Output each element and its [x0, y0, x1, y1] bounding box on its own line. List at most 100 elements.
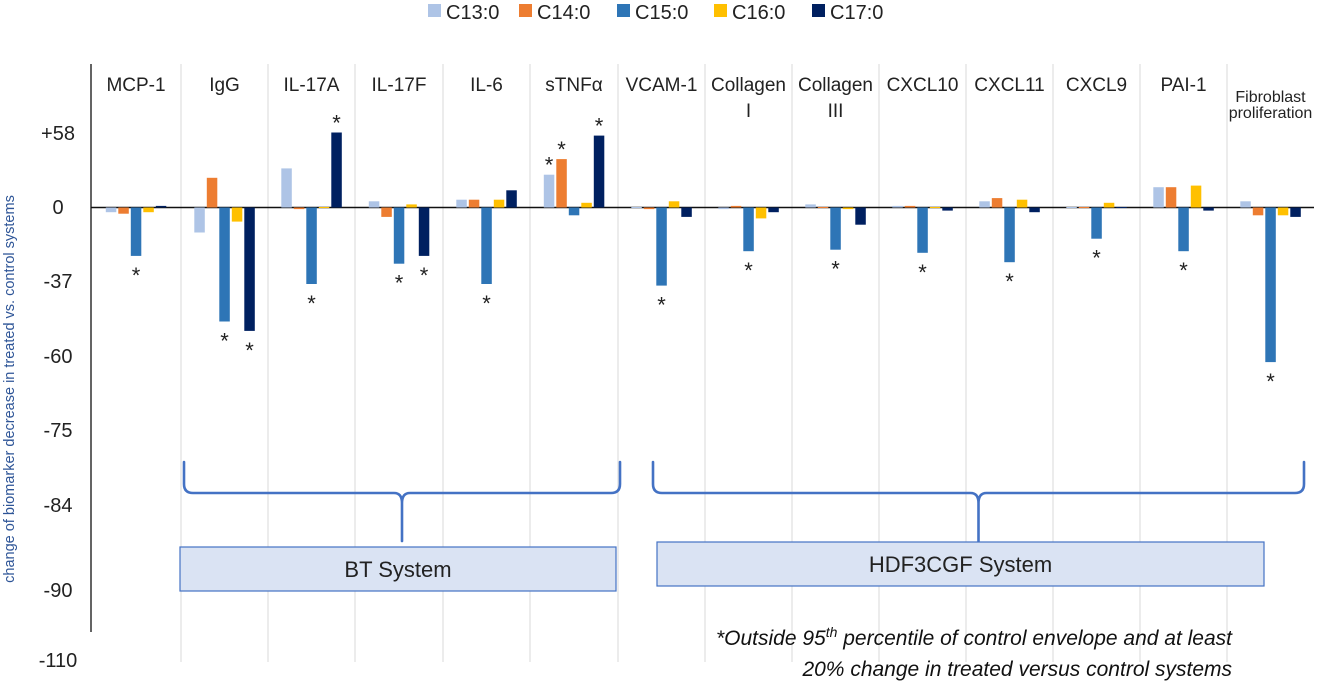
significance-asterisk: * [332, 111, 341, 136]
category-label-cxcl9: CXCL9 [1066, 75, 1127, 96]
bar-collagen-i-c14-0 [730, 205, 742, 208]
bar-mcp-1-c15-0 [130, 207, 142, 256]
significance-asterisk: * [220, 329, 229, 354]
footnote-line-1: *Outside 95th percentile of control enve… [716, 624, 1233, 650]
bar-pai-1-c15-0 [1178, 207, 1189, 252]
bar-collagen-i-c13-0 [718, 207, 729, 210]
bar-vcam-1-c17-0 [681, 207, 692, 217]
significance-asterisk: * [657, 293, 666, 318]
bar-cxcl10-c14-0 [904, 205, 916, 208]
bar-collagen-i-c16-0 [755, 207, 767, 219]
category-label-cxcl11: CXCL11 [974, 75, 1044, 96]
category-label-fibroblast-proliferation: proliferation [1229, 105, 1313, 122]
category-label-pai-1: PAI-1 [1160, 75, 1206, 96]
y-tick-label: -37 [44, 271, 73, 293]
category-label-cxcl10: CXCL10 [887, 75, 959, 96]
footnote-line-2: 20% change in treated versus control sys… [801, 658, 1232, 681]
bar-il-17f-c13-0 [368, 201, 380, 208]
bar-igg-c17-0 [244, 207, 255, 331]
category-label-collagen-i: Collagen [711, 75, 786, 96]
bar-cxcl10-c15-0 [917, 207, 928, 253]
legend-label-c13-0: C13:0 [446, 2, 499, 24]
bar-pai-1-c17-0 [1203, 207, 1214, 211]
significance-asterisk: * [1179, 258, 1188, 283]
bar-mcp-1-c14-0 [118, 207, 129, 214]
y-tick-label: -75 [44, 420, 73, 442]
category-label-vcam-1: VCAM-1 [626, 75, 698, 96]
y-axis-title: change of biomarker decrease in treated … [2, 195, 18, 583]
bar-il-17a-c15-0 [306, 207, 317, 284]
legend-label-c15-0: C15:0 [635, 2, 688, 24]
bar-vcam-1-c15-0 [656, 207, 667, 286]
bar-stnf-c17-0 [593, 135, 605, 208]
bar-fibroblast-proliferation-c16-0 [1277, 207, 1289, 216]
legend-swatch-c13-0 [428, 4, 441, 17]
significance-asterisk: * [595, 114, 604, 139]
significance-asterisk: * [1266, 369, 1275, 394]
legend-label-c17-0: C17:0 [830, 2, 883, 24]
bar-collagen-iii-c16-0 [842, 207, 854, 210]
group-label-bt-system: BT System [344, 557, 451, 582]
chart-legend: C13:0 C14:0 C15:0 C16:0 C17:0 [428, 2, 883, 24]
bar-fibroblast-proliferation-c15-0 [1265, 207, 1276, 363]
system-groups: BT System HDF3CGF System [179, 460, 1306, 592]
significance-asterisk: * [245, 338, 254, 363]
bar-collagen-iii-c17-0 [855, 207, 866, 225]
bar-cxcl9-c14-0 [1078, 207, 1090, 208]
significance-asterisk: * [1092, 246, 1101, 271]
bar-cxcl11-c13-0 [979, 201, 990, 208]
bar-cxcl11-c17-0 [1029, 207, 1040, 213]
bar-cxcl11-c16-0 [1016, 199, 1028, 208]
y-tick-label: 0 [52, 197, 63, 219]
bar-cxcl10-c17-0 [942, 207, 953, 211]
group-box-bt-system [179, 546, 617, 592]
category-label-collagen-i: I [746, 101, 751, 122]
bar-fibroblast-proliferation-c13-0 [1240, 201, 1251, 208]
y-tick-label: +58 [41, 123, 75, 145]
bar-il-6-c13-0 [456, 199, 467, 208]
brace-hdf3cgf-system [651, 460, 1306, 543]
category-label-mcp-1: MCP-1 [106, 75, 165, 96]
significance-asterisk: * [918, 260, 927, 285]
category-label-il-6: IL-6 [470, 75, 503, 96]
bar-pai-1-c13-0 [1153, 187, 1164, 208]
significance-asterisk: * [744, 258, 753, 283]
category-label-collagen-iii: III [828, 101, 844, 122]
bar-collagen-iii-c14-0 [817, 207, 829, 208]
bar-vcam-1-c13-0 [631, 207, 642, 208]
legend-label-c14-0: C14:0 [537, 2, 590, 24]
y-axis: +58 0 -37 -60 -75 -84 -90 -110 [39, 64, 92, 672]
bar-il-6-c14-0 [468, 199, 480, 208]
bar-stnf-c16-0 [581, 202, 592, 208]
significance-asterisk: * [307, 291, 316, 316]
bar-cxcl9-c16-0 [1103, 202, 1115, 208]
bar-cxcl10-c16-0 [929, 207, 941, 208]
category-label-il-17f: IL-17F [372, 75, 427, 96]
bar-il-17f-c16-0 [406, 204, 417, 208]
bar-cxcl11-c15-0 [1004, 207, 1015, 263]
bar-cxcl9-c15-0 [1091, 207, 1102, 239]
significance-asterisk: * [420, 263, 429, 288]
bar-vcam-1-c14-0 [643, 207, 655, 210]
bar-igg-c16-0 [231, 207, 243, 222]
significance-asterisk: * [132, 263, 141, 288]
category-label-fibroblast-proliferation: Fibroblast [1235, 89, 1306, 106]
bar-il-17a-c13-0 [281, 168, 292, 208]
significance-asterisk: * [482, 291, 491, 316]
footnote-superscript: th [826, 624, 838, 640]
legend-swatch-c16-0 [714, 4, 727, 17]
bar-cxcl11-c14-0 [991, 198, 1003, 208]
category-label-collagen-iii: Collagen [798, 75, 873, 96]
bar-il-17a-c16-0 [318, 207, 330, 208]
footnote-text-end: percentile of control envelope and at le… [837, 627, 1233, 650]
bar-pai-1-c14-0 [1165, 187, 1177, 208]
footnote-text-start: Outside 95 [724, 627, 826, 650]
y-tick-label: -60 [44, 346, 73, 368]
bar-il-17f-c17-0 [418, 207, 430, 256]
y-tick-label: -84 [44, 495, 73, 517]
bar-il-6-c16-0 [493, 199, 505, 208]
bar-il-17f-c15-0 [393, 207, 405, 264]
bar-il-6-c15-0 [481, 207, 492, 284]
bar-cxcl9-c13-0 [1066, 207, 1077, 208]
